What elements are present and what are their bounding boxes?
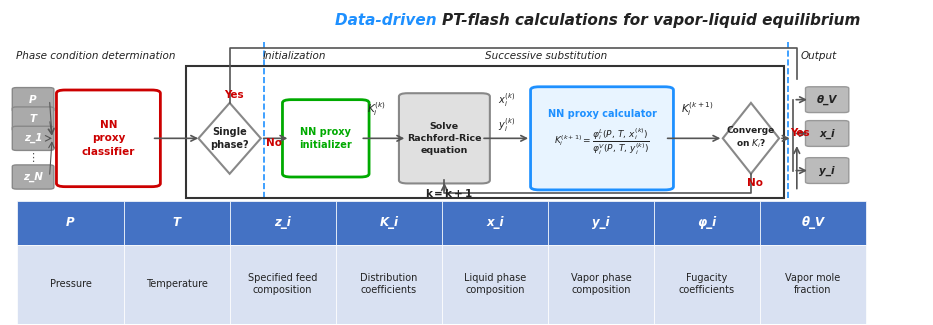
Text: Single
phase?: Single phase? <box>210 127 249 150</box>
Text: Specified feed
composition: Specified feed composition <box>248 273 317 295</box>
Text: z_N: z_N <box>23 172 43 182</box>
Text: $y_i^{(k)}$: $y_i^{(k)}$ <box>498 117 515 134</box>
FancyBboxPatch shape <box>336 201 442 245</box>
FancyBboxPatch shape <box>760 201 866 245</box>
FancyBboxPatch shape <box>548 201 654 245</box>
Text: Vapor mole
fraction: Vapor mole fraction <box>786 273 841 295</box>
Text: Fugacity
coefficients: Fugacity coefficients <box>679 273 735 295</box>
Text: Converge
on $K_i$?: Converge on $K_i$? <box>727 126 775 150</box>
Text: Liquid phase
composition: Liquid phase composition <box>464 273 526 295</box>
Text: Output: Output <box>801 51 837 61</box>
FancyBboxPatch shape <box>283 100 369 177</box>
Text: z_1: z_1 <box>24 133 42 143</box>
Text: Successive substitution: Successive substitution <box>484 51 606 61</box>
FancyBboxPatch shape <box>336 245 442 324</box>
Text: θ_V: θ_V <box>801 216 825 229</box>
FancyBboxPatch shape <box>12 87 54 112</box>
Text: y_i: y_i <box>592 216 609 229</box>
Text: No: No <box>747 178 763 188</box>
FancyBboxPatch shape <box>230 245 336 324</box>
FancyBboxPatch shape <box>805 121 849 146</box>
FancyBboxPatch shape <box>18 245 123 324</box>
FancyBboxPatch shape <box>531 87 674 190</box>
FancyBboxPatch shape <box>12 126 54 150</box>
FancyBboxPatch shape <box>760 245 866 324</box>
Text: PT-flash calculations for vapor-liquid equilibrium: PT-flash calculations for vapor-liquid e… <box>442 13 860 28</box>
Text: $K_i^{(k+1)}$: $K_i^{(k+1)}$ <box>681 100 714 118</box>
Polygon shape <box>723 103 779 174</box>
Text: Solve
Rachford-Rice
equation: Solve Rachford-Rice equation <box>407 122 481 155</box>
FancyBboxPatch shape <box>123 201 230 245</box>
FancyBboxPatch shape <box>442 245 548 324</box>
Text: Yes: Yes <box>224 90 244 100</box>
Text: $K_i^{(k+1)} = \dfrac{\varphi_i^L(P,\,T,\,x_i^{(k)})}{\varphi_i^V(P,\,T,\,y_i^{(: $K_i^{(k+1)} = \dfrac{\varphi_i^L(P,\,T,… <box>554 126 650 157</box>
Polygon shape <box>199 103 261 174</box>
Text: Pressure: Pressure <box>49 279 91 289</box>
FancyBboxPatch shape <box>18 201 123 245</box>
FancyBboxPatch shape <box>399 93 490 183</box>
FancyBboxPatch shape <box>12 165 54 189</box>
FancyBboxPatch shape <box>12 107 54 131</box>
Text: T: T <box>30 114 36 124</box>
FancyBboxPatch shape <box>805 87 849 112</box>
Text: ⋮: ⋮ <box>27 153 38 163</box>
Text: θ_V: θ_V <box>817 95 837 105</box>
FancyBboxPatch shape <box>123 245 230 324</box>
Text: NN proxy
initializer: NN proxy initializer <box>299 127 352 150</box>
Text: Yes: Yes <box>790 128 810 138</box>
Text: z_i: z_i <box>274 216 291 229</box>
FancyBboxPatch shape <box>654 245 760 324</box>
Text: P: P <box>66 216 75 229</box>
Text: x_i: x_i <box>819 128 835 139</box>
Text: Initialization: Initialization <box>263 51 327 61</box>
Text: Distribution
coefficients: Distribution coefficients <box>360 273 417 295</box>
FancyBboxPatch shape <box>442 201 548 245</box>
Text: No: No <box>266 138 282 148</box>
Text: T: T <box>173 216 181 229</box>
Text: NN
proxy
classifier: NN proxy classifier <box>82 120 135 157</box>
Text: Temperature: Temperature <box>146 279 207 289</box>
Text: y_i: y_i <box>819 165 835 176</box>
FancyBboxPatch shape <box>57 90 160 187</box>
Text: $\mathbf{k = k + 1}$: $\mathbf{k = k + 1}$ <box>425 187 473 199</box>
Text: P: P <box>29 95 37 105</box>
Text: NN proxy calculator: NN proxy calculator <box>548 109 657 119</box>
Text: Vapor phase
composition: Vapor phase composition <box>571 273 632 295</box>
FancyBboxPatch shape <box>548 245 654 324</box>
Text: φ_i: φ_i <box>698 216 717 229</box>
Text: $x_i^{(k)}$: $x_i^{(k)}$ <box>498 91 515 109</box>
FancyBboxPatch shape <box>654 201 760 245</box>
FancyBboxPatch shape <box>230 201 336 245</box>
Text: K_i: K_i <box>379 216 398 229</box>
Text: Phase condition determination: Phase condition determination <box>16 51 175 61</box>
Text: $K_i^{(k)}$: $K_i^{(k)}$ <box>368 100 386 118</box>
Text: x_i: x_i <box>486 216 504 229</box>
Text: Data-driven: Data-driven <box>335 13 442 28</box>
FancyBboxPatch shape <box>805 158 849 183</box>
